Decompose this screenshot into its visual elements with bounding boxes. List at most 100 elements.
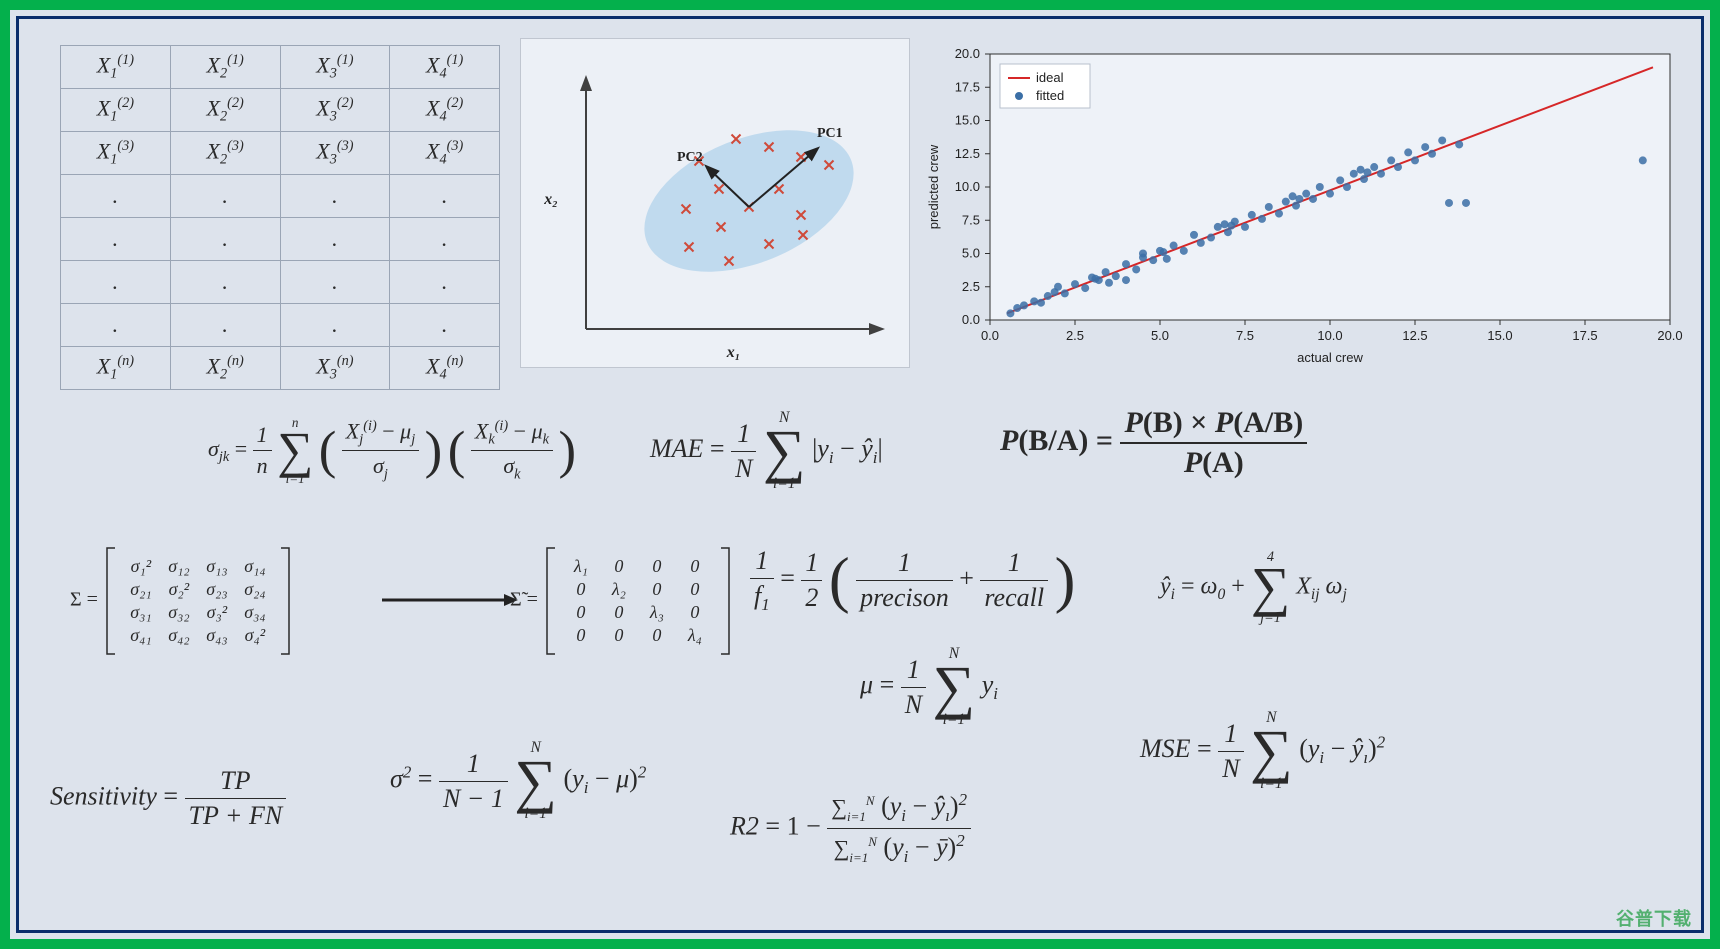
right-bracket-icon (279, 546, 293, 656)
table-cell: X3(1) (280, 46, 390, 89)
jk-sub: jk (219, 449, 229, 465)
table-cell: X3(2) (280, 89, 390, 132)
table-cell: . (390, 218, 500, 261)
pca-svg: x₁ x₂ PC1 PC2 (521, 39, 911, 369)
matrix-cell: λ₂ (600, 579, 638, 600)
table-cell: X1(n) (61, 347, 171, 390)
pc2-label: PC2 (677, 150, 703, 165)
matrix-cell: 0 (600, 556, 638, 577)
svg-text:10.0: 10.0 (955, 179, 980, 194)
table-cell: X2(3) (170, 132, 280, 175)
x-axis-label: x₁ (726, 344, 741, 361)
cov-matrix-body: σ₁²σ₁₂σ₁₃σ₁₄σ₂₁σ₂²σ₂₃σ₂₄σ₃₁σ₃₂σ₃²σ₃₄σ₄₁σ… (122, 555, 274, 647)
formula-mu: μ = 1 N N ∑ i=1 yi (860, 646, 998, 728)
arrow-icon (380, 590, 520, 610)
formula-sigma-jk: σjk = 1 n n ∑ i=1 ( Xj(i) − μj σj ) ( Xk (208, 416, 576, 485)
table-cell: X2(2) (170, 89, 280, 132)
table-cell: X3(n) (280, 347, 390, 390)
svg-text:0.0: 0.0 (962, 312, 980, 327)
pca-plot-panel: x₁ x₂ PC1 PC2 (520, 38, 910, 368)
formula-yhat: ŷi = ω0 + 4 ∑ j=1 Xij ωj (1160, 550, 1347, 626)
y-axis-label: predicted crew (926, 144, 941, 229)
matrix-cell: 0 (600, 625, 638, 646)
table-cell: . (61, 218, 171, 261)
matrix-cell: σ₁² (122, 556, 160, 577)
svg-text:20.0: 20.0 (1657, 328, 1682, 343)
table-cell: X1(3) (61, 132, 171, 175)
svg-text:2.5: 2.5 (1066, 328, 1084, 343)
svg-text:2.5: 2.5 (962, 279, 980, 294)
matrix-cell: 0 (638, 556, 676, 577)
svg-text:0.0: 0.0 (981, 328, 999, 343)
matrix-cell: σ₄₂ (160, 625, 198, 646)
matrix-cell: λ₄ (676, 625, 714, 646)
matrix-cell: 0 (638, 579, 676, 600)
matrix-cell: 0 (676, 556, 714, 577)
n-den: n (253, 451, 272, 479)
table-cell: . (390, 304, 500, 347)
matrix-cell: 0 (562, 579, 600, 600)
table-cell: X4(3) (390, 132, 500, 175)
svg-text:20.0: 20.0 (955, 46, 980, 61)
table-cell: . (170, 175, 280, 218)
table-cell: X2(n) (170, 347, 280, 390)
x-table: X1(1)X2(1)X3(1)X4(1)X1(2)X2(2)X3(2)X4(2)… (60, 45, 500, 390)
matrix-cell: λ₃ (638, 602, 676, 623)
table-cell: . (280, 175, 390, 218)
pc1-label: PC1 (817, 126, 843, 141)
formula-mae: MAE = 1 N N ∑ i=1 |yi − ŷi| (650, 410, 883, 492)
table-cell: . (390, 261, 500, 304)
formula-eigen-matrix: Σ̃ = λ₁0000λ₂0000λ₃0000λ₄ (510, 546, 733, 656)
one: 1 (253, 422, 272, 451)
matrix-cell: σ₂₁ (122, 579, 160, 600)
table-cell: X3(3) (280, 132, 390, 175)
watermark-text: 谷普下载 (1616, 905, 1692, 931)
matrix-cell: σ₃₄ (236, 602, 274, 623)
svg-text:15.0: 15.0 (955, 113, 980, 128)
table-cell: . (280, 304, 390, 347)
scatter-svg: 0.02.55.07.510.012.515.017.520.00.02.55.… (920, 40, 1690, 370)
table-cell: X4(1) (390, 46, 500, 89)
table-cell: . (280, 218, 390, 261)
sigma: σ (208, 436, 219, 461)
matrix-cell: 0 (600, 602, 638, 623)
table-cell: . (170, 218, 280, 261)
svg-text:10.0: 10.0 (1317, 328, 1342, 343)
svg-text:12.5: 12.5 (955, 146, 980, 161)
matrix-cell: σ₂₄ (236, 579, 274, 600)
matrix-cell: 0 (562, 602, 600, 623)
x-axis-label: actual crew (1297, 350, 1363, 365)
formula-cov-matrix: Σ = σ₁²σ₁₂σ₁₃σ₁₄σ₂₁σ₂²σ₂₃σ₂₄σ₃₁σ₃₂σ₃²σ₃₄… (70, 546, 293, 656)
table-cell: X2(1) (170, 46, 280, 89)
formula-r2: R2 = 1 − ∑i=1N (yi − ŷı)2 ∑i=1N (yi − ȳ)… (730, 790, 971, 867)
matrix-cell: λ₁ (562, 556, 600, 577)
legend-ideal-label: ideal (1036, 70, 1064, 85)
svg-text:5.0: 5.0 (962, 246, 980, 261)
matrix-cell: 0 (676, 602, 714, 623)
legend-fitted-label: fitted (1036, 88, 1064, 103)
eigen-matrix-body: λ₁0000λ₂0000λ₃0000λ₄ (562, 555, 714, 647)
left-bracket-icon (543, 546, 557, 656)
left-bracket-icon (103, 546, 117, 656)
formula-mse: MSE = 1 N N ∑ i=1 (yi − ŷı)2 (1140, 710, 1385, 792)
svg-text:7.5: 7.5 (1236, 328, 1254, 343)
matrix-cell: σ₃₂ (160, 602, 198, 623)
svg-text:5.0: 5.0 (1151, 328, 1169, 343)
matrix-cell: 0 (676, 579, 714, 600)
matrix-cell: σ₂₃ (198, 579, 236, 600)
table-cell: . (61, 175, 171, 218)
matrix-cell: σ₄² (236, 625, 274, 646)
table-cell: . (170, 304, 280, 347)
scatter-plot-panel: 0.02.55.07.510.012.515.017.520.00.02.55.… (920, 40, 1690, 370)
table-cell: . (280, 261, 390, 304)
infographic-frame: X1(1)X2(1)X3(1)X4(1)X1(2)X2(2)X3(2)X4(2)… (0, 0, 1720, 949)
y-axis-label: x₂ (543, 191, 558, 208)
svg-text:15.0: 15.0 (1487, 328, 1512, 343)
matrix-cell: σ₄₃ (198, 625, 236, 646)
matrix-cell: σ₁₂ (160, 556, 198, 577)
table-cell: . (170, 261, 280, 304)
table-cell: . (61, 304, 171, 347)
formula-bayes: P(B/A) = P(B) × P(A/B) P(A) (1000, 406, 1307, 480)
table-cell: X4(n) (390, 347, 500, 390)
matrix-cell: σ₄₁ (122, 625, 160, 646)
